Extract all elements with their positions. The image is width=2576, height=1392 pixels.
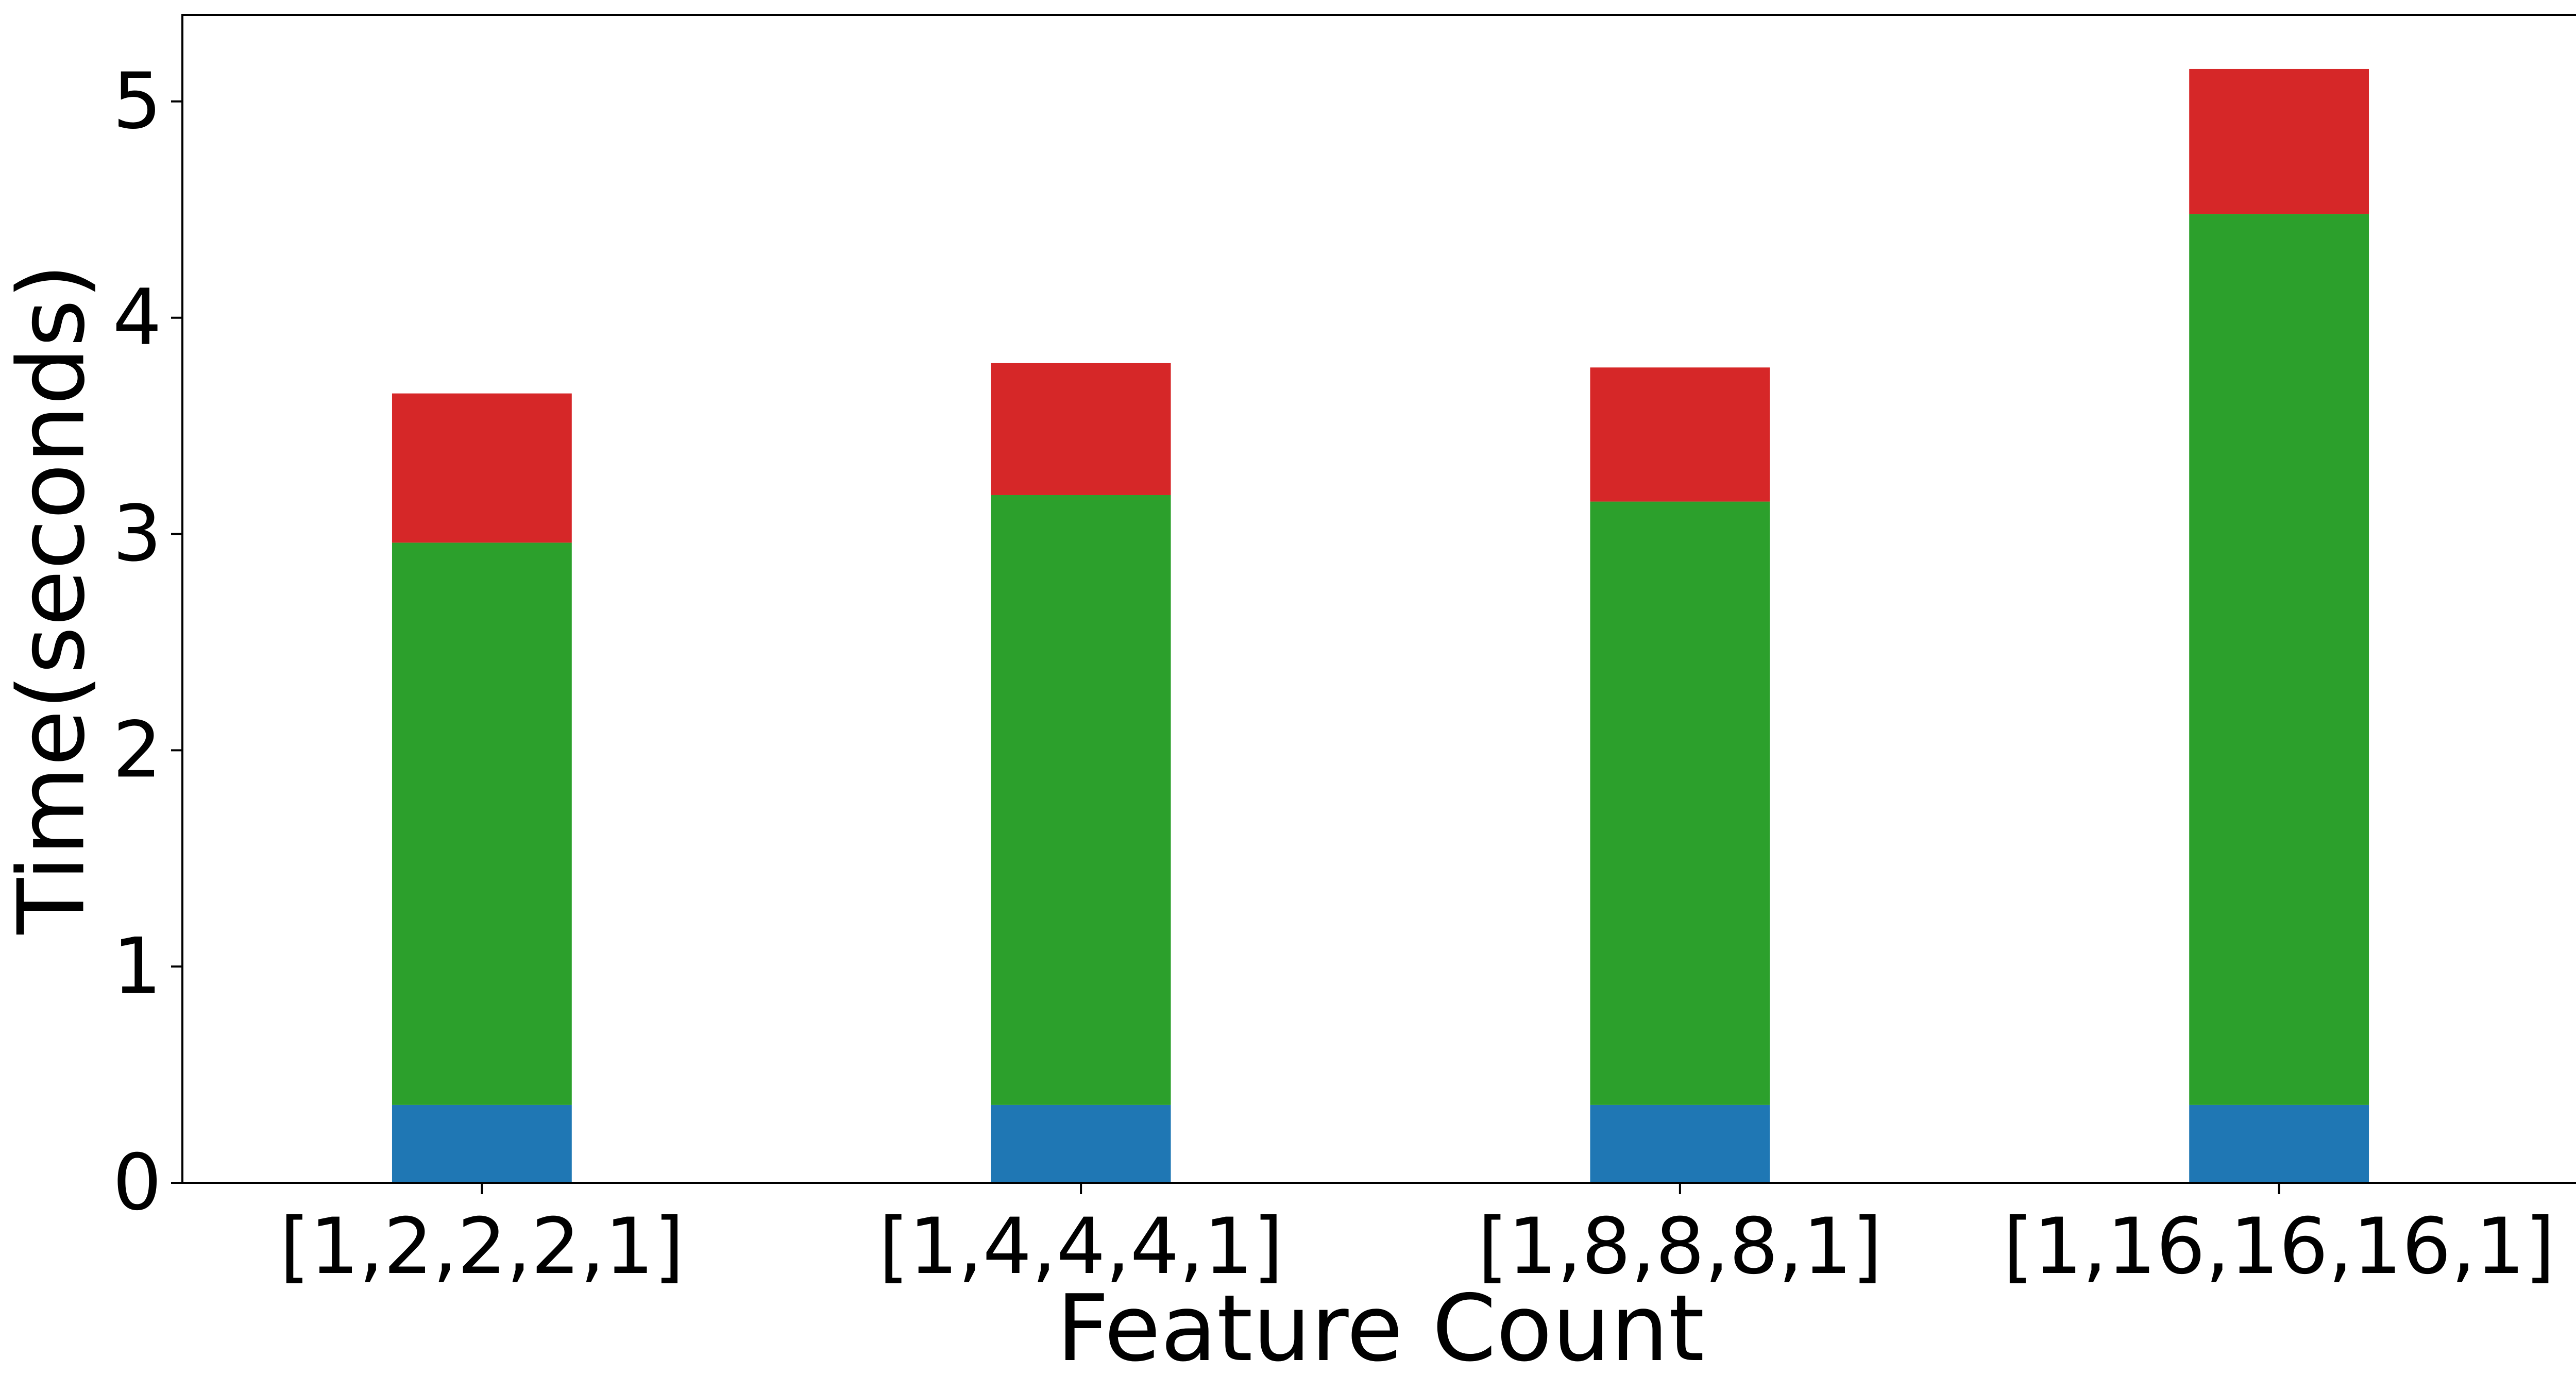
bar-segment-1-1 (392, 1105, 572, 1183)
bar-segment-4-2 (2189, 214, 2369, 1105)
bar-segment-3-2 (1590, 501, 1770, 1105)
bar-segment-1-3 (392, 393, 572, 543)
bar-segment-1-2 (392, 542, 572, 1105)
x-tick-label: [1,4,4,4,1] (879, 1202, 1283, 1292)
y-tick-label: 4 (113, 273, 162, 363)
y-tick-label: 1 (113, 922, 162, 1011)
bar-segment-2-3 (991, 363, 1171, 495)
y-axis-label: Time(seconds) (0, 263, 105, 935)
bar-segment-2-1 (991, 1105, 1171, 1183)
x-tick-label: [1,16,16,16,1] (2003, 1202, 2555, 1292)
y-tick-label: 2 (113, 705, 162, 795)
x-tick-label: [1,8,8,8,1] (1478, 1202, 1882, 1292)
plot-frame (181, 14, 2576, 1184)
bar-segment-4-1 (2189, 1105, 2369, 1183)
y-tick-label: 3 (113, 489, 162, 579)
bar-segment-2-2 (991, 495, 1171, 1105)
x-axis-label: Feature Count (1057, 1275, 1705, 1382)
x-tick-label: [1,2,2,2,1] (280, 1202, 684, 1292)
y-tick-label: 0 (113, 1138, 162, 1228)
bar-segment-3-3 (1590, 367, 1770, 502)
bar-segment-3-1 (1590, 1105, 1770, 1183)
y-axis-ticks: 0 1 2 3 4 5 (113, 57, 182, 1228)
bar-segment-4-3 (2189, 69, 2369, 214)
x-axis-ticks: [1,2,2,2,1] [1,4,4,4,1] [1,8,8,8,1] [1,16,1… (280, 1183, 2555, 1292)
bars-group (392, 69, 2369, 1183)
y-tick-label: 5 (113, 57, 162, 146)
